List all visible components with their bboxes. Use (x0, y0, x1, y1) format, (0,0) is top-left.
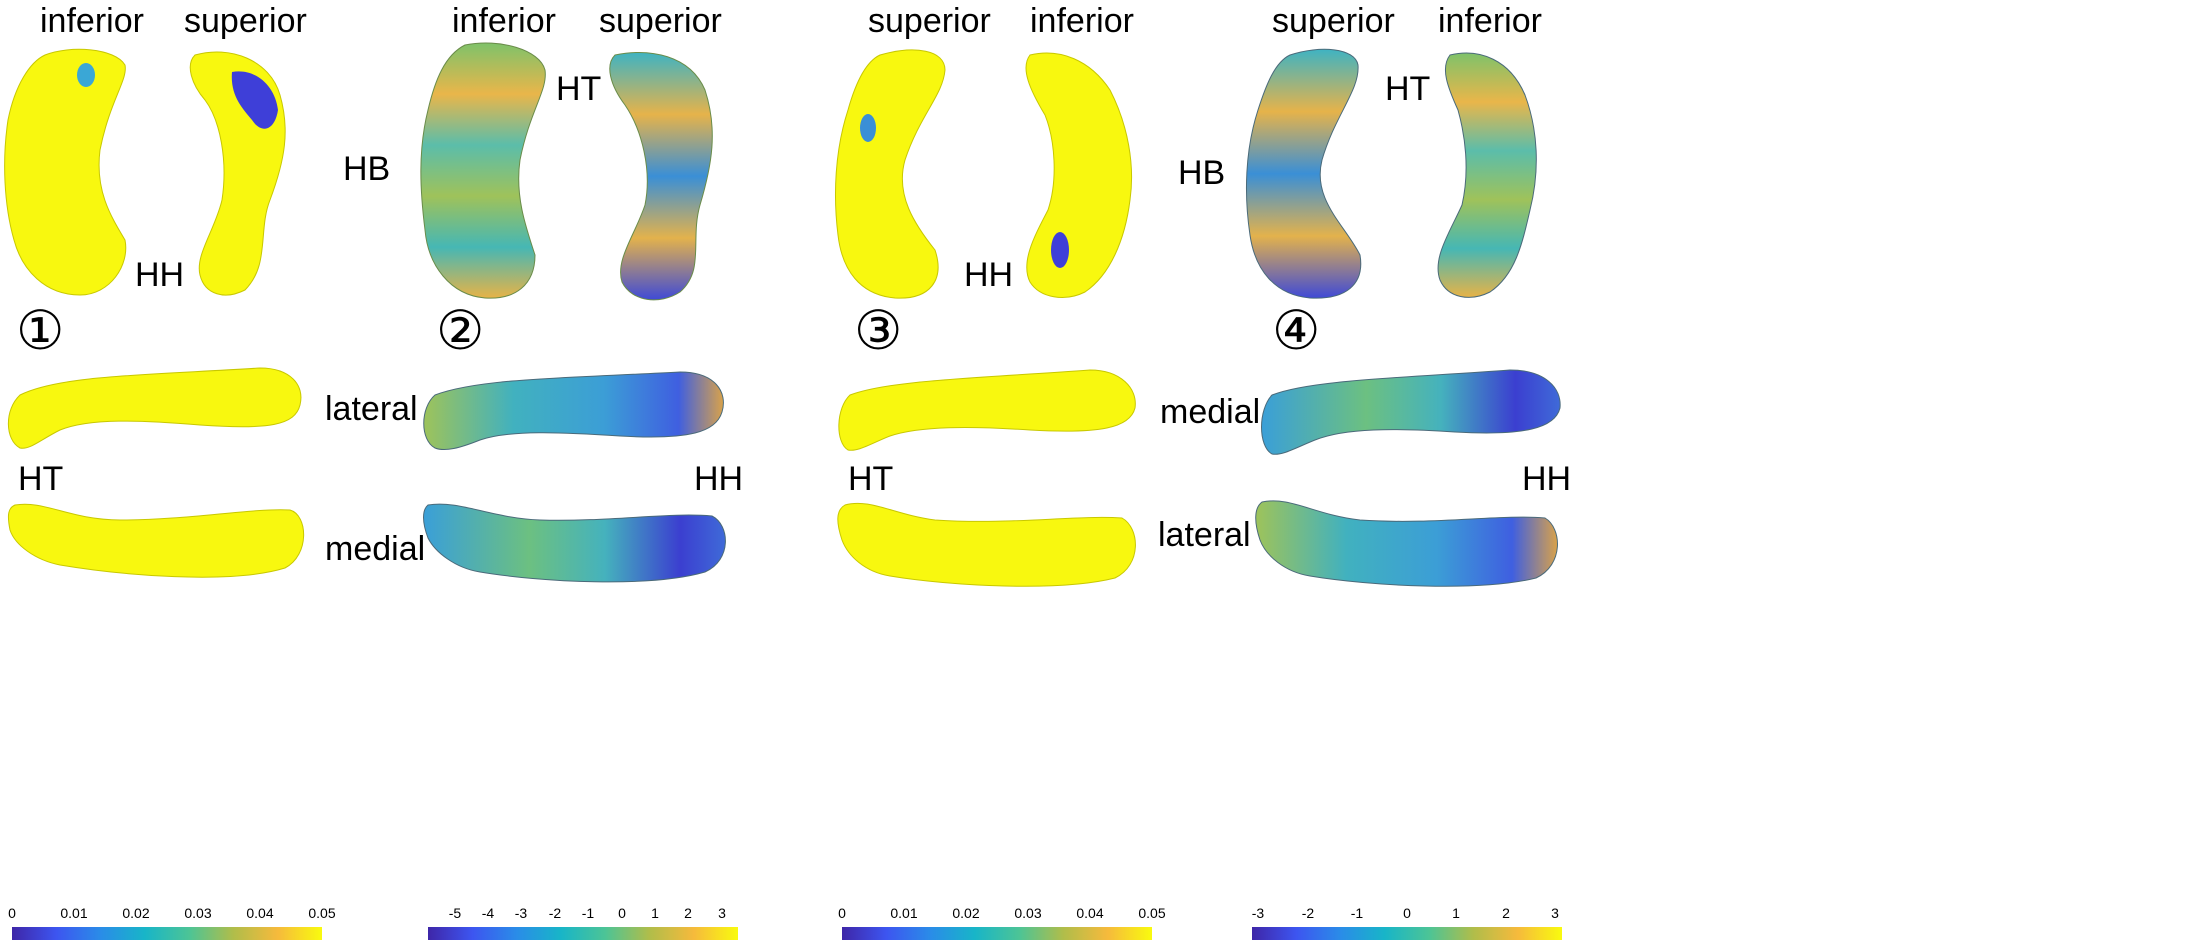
panel-3-ht-label: HT (848, 460, 894, 498)
panel-1-number: ① (16, 299, 65, 362)
panel-4-colorbar-tick: 2 (1502, 905, 1510, 921)
panel-4-view-left-label: superior (1272, 2, 1395, 40)
panel-2-colorbar-tick: 2 (684, 905, 692, 921)
panel-4-hb-label: HB (1178, 154, 1226, 192)
panel-1-colorbar-tick: 0.03 (184, 905, 212, 921)
panel-3-colorbar-tick: 0.05 (1138, 905, 1166, 921)
panel-4-colorbar-tick: 3 (1551, 905, 1559, 921)
panel-4-colorbar-tick: 0 (1403, 905, 1411, 921)
panel-4-number: ④ (1272, 299, 1321, 362)
panel-1-colorbar-tick: 0.02 (122, 905, 150, 921)
panel-2-colorbar-tick: 1 (651, 905, 659, 921)
panel-3-colorbar-tick: 0.02 (952, 905, 980, 921)
panel-3-lateral-label: lateral (1158, 516, 1251, 554)
panel-4-colorbar-tick: -3 (1251, 905, 1265, 921)
panel-4-ht-label: HT (1385, 70, 1431, 108)
panel-3-medial-label: medial (1160, 393, 1261, 431)
panel-3-colorbar-tick: 0 (838, 905, 846, 921)
panel-4-colorbar-tick: 1 (1452, 905, 1460, 921)
panel-1-medial-surface (7, 503, 305, 578)
panel-2-hh-label: HH (694, 460, 744, 498)
panel-4-colorbar-tick: -2 (1301, 905, 1315, 921)
panel-3-hh-label: HH (964, 256, 1014, 294)
panel-2-number: ② (436, 299, 485, 362)
panel-2-superior-surface (609, 52, 713, 301)
panel-1-colorbar-tick: 0.01 (60, 905, 88, 921)
panel-4-view-right-label: inferior (1438, 2, 1542, 40)
panel-2-colorbar-tick: -3 (514, 905, 528, 921)
panel-2-colorbar-tick: -1 (581, 905, 595, 921)
panel-2-view-left-label: inferior (452, 2, 556, 40)
panel-1-superior-blue-patch (231, 71, 278, 129)
panel-1-hh-label: HH (135, 256, 185, 294)
panel-4-lateral-surface (1255, 500, 1558, 587)
panel-1-medial-label: medial (325, 530, 426, 568)
panel-1-lateral-label: lateral (325, 390, 418, 428)
panel-2-colorbar-tick: -2 (548, 905, 562, 921)
panel-1-colorbar-tick: 0 (8, 905, 16, 921)
panel-3-colorbar-tick: 0.04 (1076, 905, 1104, 921)
panel-3-colorbar-tick: 0.01 (890, 905, 918, 921)
panel-1-hb-label: HB (343, 150, 391, 188)
panel-3-superior-surface (834, 49, 946, 299)
panel-2-colorbar (428, 927, 738, 940)
panel-1-colorbar (12, 927, 322, 940)
panel-2-ht-label: HT (556, 70, 602, 108)
panel-4-colorbar-tick: -1 (1350, 905, 1364, 921)
panel-3-number: ③ (854, 299, 903, 362)
panel-4-hh-label: HH (1522, 460, 1572, 498)
panel-2-medial-surface (423, 503, 726, 583)
panel-3-colorbar (842, 927, 1152, 940)
panel-3-superior-blue-patch (860, 114, 876, 142)
panel-3-lateral-surface (837, 502, 1136, 587)
panel-1-inferior-patch (77, 63, 95, 87)
panel-4-colorbar (1252, 927, 1562, 940)
panel-3-view-left-label: superior (868, 2, 991, 40)
panel-4-medial-surface (1261, 369, 1561, 455)
panel-1-colorbar-tick: 0.05 (308, 905, 336, 921)
panel-2-lateral-surface (423, 371, 724, 451)
panel-4-superior-surface (1246, 48, 1362, 299)
panel-4-inferior-surface (1437, 52, 1537, 298)
panel-3-view-right-label: inferior (1030, 2, 1134, 40)
panel-2-colorbar-tick: 0 (618, 905, 626, 921)
panel-3-inferior-blue-patch (1051, 232, 1069, 268)
panel-1-view-right-label: superior (184, 2, 307, 40)
panel-2-colorbar-tick: -4 (481, 905, 495, 921)
panel-1-view-left-label: inferior (40, 2, 144, 40)
panel-1-inferior-surface (4, 48, 127, 296)
panel-2-view-right-label: superior (599, 2, 722, 40)
panel-1-lateral-surface (7, 367, 302, 449)
panel-1-ht-label: HT (18, 460, 64, 498)
panel-2-colorbar-tick: 3 (718, 905, 726, 921)
panel-3-colorbar-tick: 0.03 (1014, 905, 1042, 921)
panel-1-colorbar-tick: 0.04 (246, 905, 274, 921)
panel-3-inferior-surface (1025, 52, 1133, 298)
panel-3-medial-surface (838, 369, 1136, 451)
panel-2-colorbar-tick: -5 (448, 905, 462, 921)
panel-2-inferior-surface (420, 42, 546, 299)
